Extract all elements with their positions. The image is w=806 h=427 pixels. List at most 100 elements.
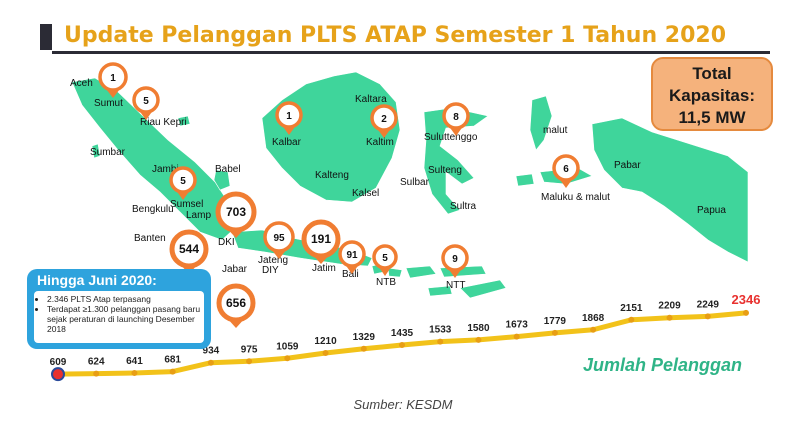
data-point [93,370,100,377]
region-label: Babel [215,164,241,175]
region-label: malut [543,125,568,136]
buru-shape [515,173,535,187]
sumbawa-shape [405,265,437,279]
info-item: 2.346 PLTS Atap terpasang [47,294,204,304]
region-label: Riau Kepri [140,117,187,128]
pin-marker: 5 [169,166,197,200]
region-label: Jambi [152,164,179,175]
pin-value: 656 [226,296,246,310]
data-point [590,326,597,333]
total-capacity-box: Total Kapasitas: 11,5 MW [651,57,773,131]
pin-marker: 703 [215,191,257,238]
pin-value: 91 [346,250,358,261]
pin-marker: 91 [338,240,366,274]
data-point [666,314,673,321]
pin-value: 544 [179,242,199,256]
pin-value: 703 [226,205,246,219]
data-label: 2209 [658,301,681,312]
data-label: 681 [164,355,181,366]
region-label: Kalsel [352,188,379,199]
title-rule [52,51,770,54]
data-point [322,349,329,356]
data-label: 1533 [429,325,452,336]
region-label: Suluttenggo [424,132,478,143]
region-label: DKI [218,237,235,248]
title-accent [40,24,52,50]
data-label: 1329 [353,332,376,343]
pin-marker: 191 [301,219,341,264]
region-label: Kalteng [315,170,349,181]
sumatra-shape [71,77,234,241]
region-label: Jabar [222,264,248,275]
pin-value: 8 [453,112,459,123]
region-label: Kaltim [366,137,394,148]
data-label: 1059 [276,341,299,352]
pin-value: 191 [311,232,331,246]
pin-marker: 5 [132,86,160,120]
data-label: 1580 [467,323,490,334]
data-label: 624 [88,357,105,368]
data-label: 1435 [391,328,414,339]
papua-shape [591,117,749,263]
region-label: Jateng [258,255,288,266]
region-label: Maluku & malut [541,192,610,203]
pin-marker: 2 [370,104,398,138]
data-point [246,358,253,365]
lombok-shape [387,267,403,278]
region-label: Bengkulu [132,204,174,215]
pin-value: 9 [452,254,458,265]
data-point [207,359,214,366]
series-label: Jumlah Pelanggan [583,355,743,375]
pin-marker: 1 [98,62,128,98]
pin-marker: 544 [169,229,209,274]
data-point [551,329,558,336]
riau-islands-shape [177,115,191,127]
pin-value: 1 [110,73,116,84]
region-label: Kaltara [355,94,387,105]
pin-marker: 95 [263,221,295,259]
bangka-shape [213,169,231,191]
region-label: NTT [446,280,465,291]
data-point [51,367,65,382]
data-label: 1673 [506,320,529,331]
total-line-2: Kapasitas: [669,86,755,105]
pin-value: 5 [143,96,149,107]
region-label: Sumut [94,98,123,109]
region-label: Sultra [450,201,477,212]
data-label: 934 [203,346,220,357]
region-label: Jatim [312,263,336,274]
data-label: 2346 [732,292,761,307]
data-point [743,309,749,316]
pin-marker: 1 [275,101,303,135]
data-label: 1779 [544,316,567,327]
info-item: Terdapat ≥1.300 pelanggan pasang baru se… [47,304,204,334]
region-label: Banten [134,233,166,244]
region-label: Papua [697,205,726,216]
pin-value: 1 [286,111,292,122]
data-point [437,338,444,345]
region-label: NTB [376,277,396,288]
pin-value: 2 [381,114,387,125]
pin-value: 6 [563,164,569,175]
region-label: Aceh [70,78,93,89]
data-point [513,333,520,340]
pin-marker: 9 [441,244,469,278]
timor-shape [459,279,507,299]
pin-marker: 656 [216,283,256,328]
source-note: Sumber: KESDM [353,397,453,412]
region-label: Sumbar [90,147,126,158]
data-point [399,342,405,349]
info-content: 2.346 PLTS Atap terpasang Terdapat ≥1.30… [34,291,204,343]
sumba-shape [427,285,453,297]
data-label: 2151 [620,303,643,314]
region-label: Pabar [614,160,641,171]
nias-shape [91,143,101,159]
region-label: Sulteng [428,165,462,176]
data-label: 1868 [582,313,605,324]
pin-marker: 6 [552,154,580,188]
pin-marker: 8 [442,102,470,136]
data-point [704,313,711,320]
region-label: Sulbar [400,177,430,188]
pin-value: 5 [180,176,186,187]
